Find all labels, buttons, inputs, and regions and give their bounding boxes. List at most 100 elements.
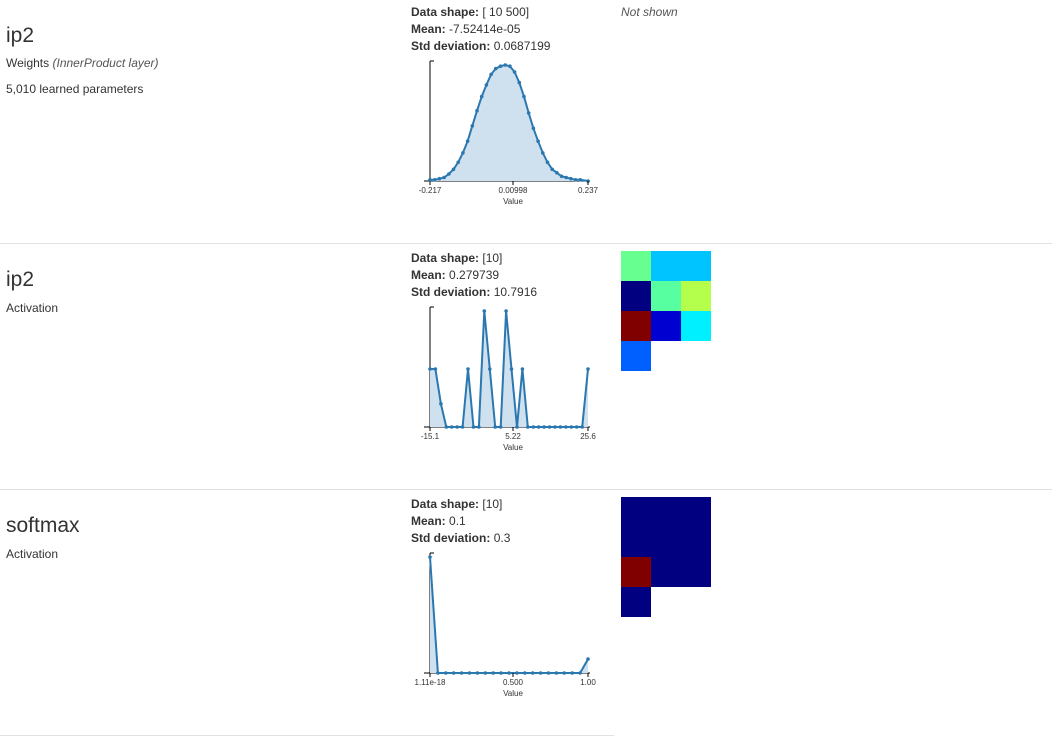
histogram-point: [456, 160, 460, 165]
layer-name: softmax: [6, 514, 80, 537]
data-shape-value: [10]: [482, 251, 503, 265]
histogram-point: [479, 94, 484, 99]
histogram-point: [471, 425, 476, 429]
visualization-not-shown: Not shown: [621, 5, 678, 19]
histogram-point: [554, 671, 559, 675]
histogram-point: [447, 172, 451, 176]
layer-kind-detail: (InnerProduct layer): [52, 56, 159, 70]
mean-label: Mean:: [411, 268, 446, 282]
histogram-point: [459, 671, 464, 675]
histogram-point: [461, 151, 465, 155]
layer-name: ip2: [6, 268, 35, 291]
mean-label: Mean:: [411, 22, 446, 36]
x-tick-label: 0.500: [503, 678, 524, 687]
histogram-point: [545, 160, 550, 165]
x-tick-label: 1.00: [580, 678, 596, 687]
layer-row-softmax-activation: softmax Activation Data shape: [10] Mean…: [0, 489, 711, 736]
histogram-point: [580, 425, 584, 429]
histogram-point: [526, 425, 530, 429]
histogram-point: [564, 425, 568, 429]
histogram-point: [515, 425, 519, 429]
histogram-point: [559, 174, 564, 179]
layer-kind: Activation: [6, 547, 58, 561]
histogram-point: [504, 309, 508, 313]
histogram-point: [546, 671, 551, 675]
histogram-point: [520, 367, 525, 371]
histogram-chart: 1.11e-18 0.500 1.00 Value: [415, 552, 596, 698]
histogram-point: [428, 555, 432, 559]
heatmap-cell: [681, 527, 711, 557]
histogram-point: [558, 425, 563, 429]
histogram-point: [507, 671, 511, 675]
histogram-point: [475, 671, 480, 675]
heatmap-cell: [621, 281, 651, 311]
histogram-point: [578, 671, 582, 675]
data-shape-label: Data shape:: [411, 251, 480, 265]
histogram-point: [498, 425, 503, 429]
heatmap-cell: [681, 251, 711, 281]
histogram-point: [586, 179, 590, 183]
histogram-point: [465, 139, 470, 143]
histogram-point: [483, 671, 488, 675]
heatmap-cell: [651, 497, 681, 527]
histogram-point: [586, 657, 590, 661]
histogram-point: [444, 425, 449, 429]
data-shape-label: Data shape:: [411, 5, 480, 19]
mean-value: 0.1: [449, 514, 466, 528]
histogram-point: [570, 671, 574, 675]
histogram-point: [451, 671, 456, 675]
histogram-point: [541, 151, 545, 155]
heatmap-cell: [681, 311, 711, 341]
std-label: Std deviation:: [411, 531, 491, 545]
histogram-area: [430, 311, 588, 427]
histogram-point: [436, 671, 440, 675]
x-tick-label: 0.00998: [499, 186, 528, 195]
histogram-point: [550, 167, 554, 172]
heatmap-cell: [621, 497, 651, 527]
learned-params: 5,010 learned parameters: [6, 82, 144, 96]
histogram-point: [526, 111, 531, 115]
heatmap-cell: [621, 587, 651, 617]
heatmap-cell: [651, 527, 681, 557]
histogram-point: [460, 425, 465, 429]
std-value: 0.3: [493, 531, 511, 545]
histogram-point: [477, 425, 481, 429]
histogram-point: [470, 124, 475, 128]
heatmap-cell: [651, 557, 681, 587]
histogram-line: [429, 556, 589, 674]
histogram-point: [578, 178, 583, 182]
x-tick-label: -0.217: [419, 186, 442, 195]
histogram-point: [562, 671, 567, 675]
histogram-point: [433, 367, 438, 371]
heatmap-cell: [621, 251, 651, 281]
histogram-point: [455, 425, 459, 429]
histogram-point: [498, 64, 503, 68]
histogram-chart: -0.217 0.00998 0.237 Value: [419, 60, 599, 206]
histogram-point: [428, 178, 432, 182]
data-shape-value: [10]: [482, 497, 503, 511]
histogram-point: [444, 671, 448, 675]
histogram-point: [467, 671, 472, 675]
histogram-point: [439, 402, 443, 406]
histogram-point: [508, 64, 512, 68]
histogram-point: [586, 367, 590, 371]
histogram-point: [530, 671, 535, 675]
histogram-point: [515, 671, 519, 675]
mean-value: 0.279739: [449, 268, 500, 282]
layer-kind: Activation: [6, 301, 58, 315]
heatmap-cell: [681, 497, 711, 527]
heatmap-cell: [621, 341, 651, 371]
histogram-point: [512, 70, 517, 74]
histogram-point: [517, 80, 522, 85]
histogram-point: [491, 671, 495, 675]
x-axis-label: Value: [503, 689, 523, 698]
histogram-point: [484, 83, 489, 87]
heatmap-cell: [621, 557, 651, 587]
histogram-point: [547, 425, 552, 429]
histogram-area: [430, 65, 588, 181]
histogram-point: [536, 425, 541, 429]
histogram-point: [564, 175, 568, 180]
stats-block: Data shape: [10] Mean: 0.279739 Std devi…: [411, 250, 537, 301]
layer-row-ip2-activation: ip2 Activation Data shape: [10] Mean: 0.…: [0, 243, 1052, 490]
stats-block: Data shape: [10] Mean: 0.1 Std deviation…: [411, 496, 510, 547]
